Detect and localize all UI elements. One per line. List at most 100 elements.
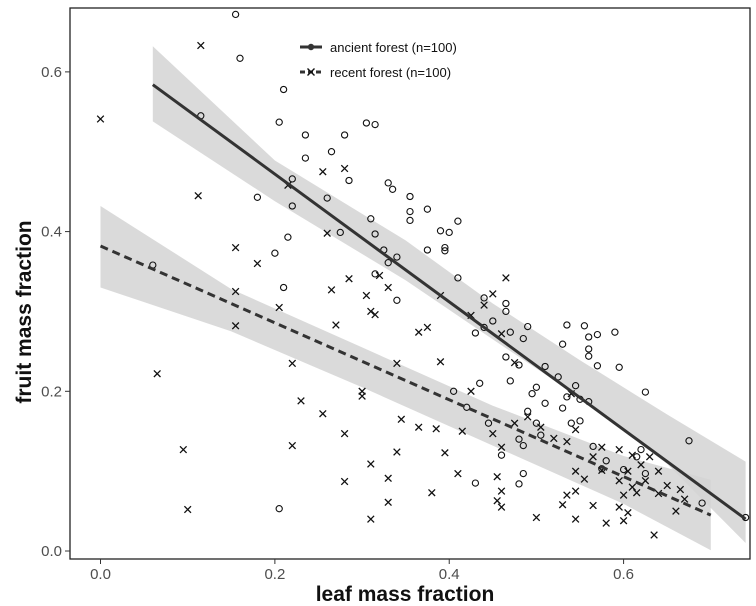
point-recent-19 [480,301,488,309]
legend-label-recent: recent forest (n=100) [330,65,451,80]
point-ancient-43 [502,307,510,316]
point-ancient-87 [685,437,693,445]
x-tick-label: 0.2 [264,566,285,583]
point-recent-60 [637,461,645,469]
point-ancient-89 [602,457,610,465]
point-recent-48 [340,429,349,438]
point-ancient-26 [371,230,379,238]
point-ancient-0 [231,10,240,19]
point-recent-86 [615,503,623,511]
point-ancient-27 [445,228,453,237]
point-ancient-94 [519,469,527,478]
point-ancient-64 [476,379,484,387]
point-ancient-50 [580,322,589,330]
point-ancient-15 [253,193,262,201]
y-tick-label: 0.4 [41,224,62,241]
point-recent-52 [598,443,606,451]
point-recent-70 [493,472,501,481]
point-ancient-85 [519,441,527,450]
point-ancient-7 [301,131,310,139]
point-ancient-4 [275,118,283,126]
point-recent-46 [537,423,545,431]
point-recent-8 [253,259,262,268]
point-recent-80 [384,498,392,507]
point-recent-38 [319,409,327,418]
point-ancient-42 [502,299,510,308]
point-recent-72 [340,477,349,486]
point-recent-23 [423,323,432,332]
point-recent-98 [676,485,685,494]
point-ancient-67 [571,382,580,390]
point-recent-79 [654,489,663,498]
point-ancient-46 [506,328,514,336]
point-ancient-88 [497,451,506,459]
point-recent-32 [153,369,161,378]
point-recent-29 [393,359,401,368]
plot-frame [69,7,751,560]
point-recent-37 [297,397,305,405]
point-ancient-71 [563,393,571,401]
point-recent-67 [580,475,589,483]
point-recent-13 [327,286,336,294]
legend-marker-ancient [307,43,315,51]
point-recent-61 [179,445,188,454]
point-ancient-65 [506,377,514,385]
point-ancient-19 [406,207,414,216]
point-recent-47 [571,425,580,434]
point-ancient-97 [698,499,706,507]
point-recent-31 [436,358,445,366]
point-ancient-55 [558,340,567,348]
y-tick-label: 0.0 [41,543,62,560]
point-ancient-56 [585,345,593,353]
legend-label-ancient: ancient forest (n=100) [330,40,457,55]
point-recent-14 [362,291,371,300]
point-recent-87 [672,507,680,515]
point-ancient-32 [423,246,432,254]
ci-band-recent [100,206,711,551]
point-ancient-70 [641,388,650,396]
point-recent-95 [632,488,641,497]
point-ancient-29 [441,243,449,252]
point-recent-91 [571,515,580,523]
point-recent-63 [571,467,580,475]
point-recent-96 [641,476,650,485]
point-recent-2 [194,191,202,200]
point-recent-65 [624,467,632,475]
point-ancient-22 [454,217,462,225]
ci-band-ancient [152,46,746,544]
point-recent-9 [345,274,353,283]
point-recent-62 [367,460,375,468]
point-recent-22 [502,274,510,282]
point-ancient-23 [367,215,375,223]
point-ancient-83 [515,435,523,443]
fit-line-ancient [151,83,747,521]
point-ancient-16 [323,194,331,202]
point-ancient-99 [275,505,283,513]
point-recent-76 [497,487,506,495]
point-recent-40 [414,423,423,431]
point-recent-39 [397,415,406,424]
point-ancient-5 [362,119,371,127]
point-recent-44 [510,419,519,427]
point-recent-28 [288,359,297,368]
legend-item-recent: recent forest (n=100) [300,65,451,80]
point-recent-49 [550,434,558,443]
point-recent-24 [231,322,240,330]
point-ancient-33 [271,249,279,257]
point-ancient-57 [585,352,593,360]
point-ancient-49 [563,321,571,329]
point-recent-43 [489,429,497,438]
fit-line-recent [99,244,712,517]
point-ancient-93 [641,469,650,478]
point-recent-26 [414,328,423,336]
y-tick-label: 0.6 [41,64,62,81]
point-recent-41 [432,425,440,433]
point-ancient-60 [541,362,549,371]
point-recent-18 [371,310,379,319]
point-recent-82 [558,500,567,509]
point-recent-7 [323,229,331,237]
point-recent-25 [332,321,340,329]
point-recent-27 [497,330,506,338]
point-recent-6 [231,243,240,252]
